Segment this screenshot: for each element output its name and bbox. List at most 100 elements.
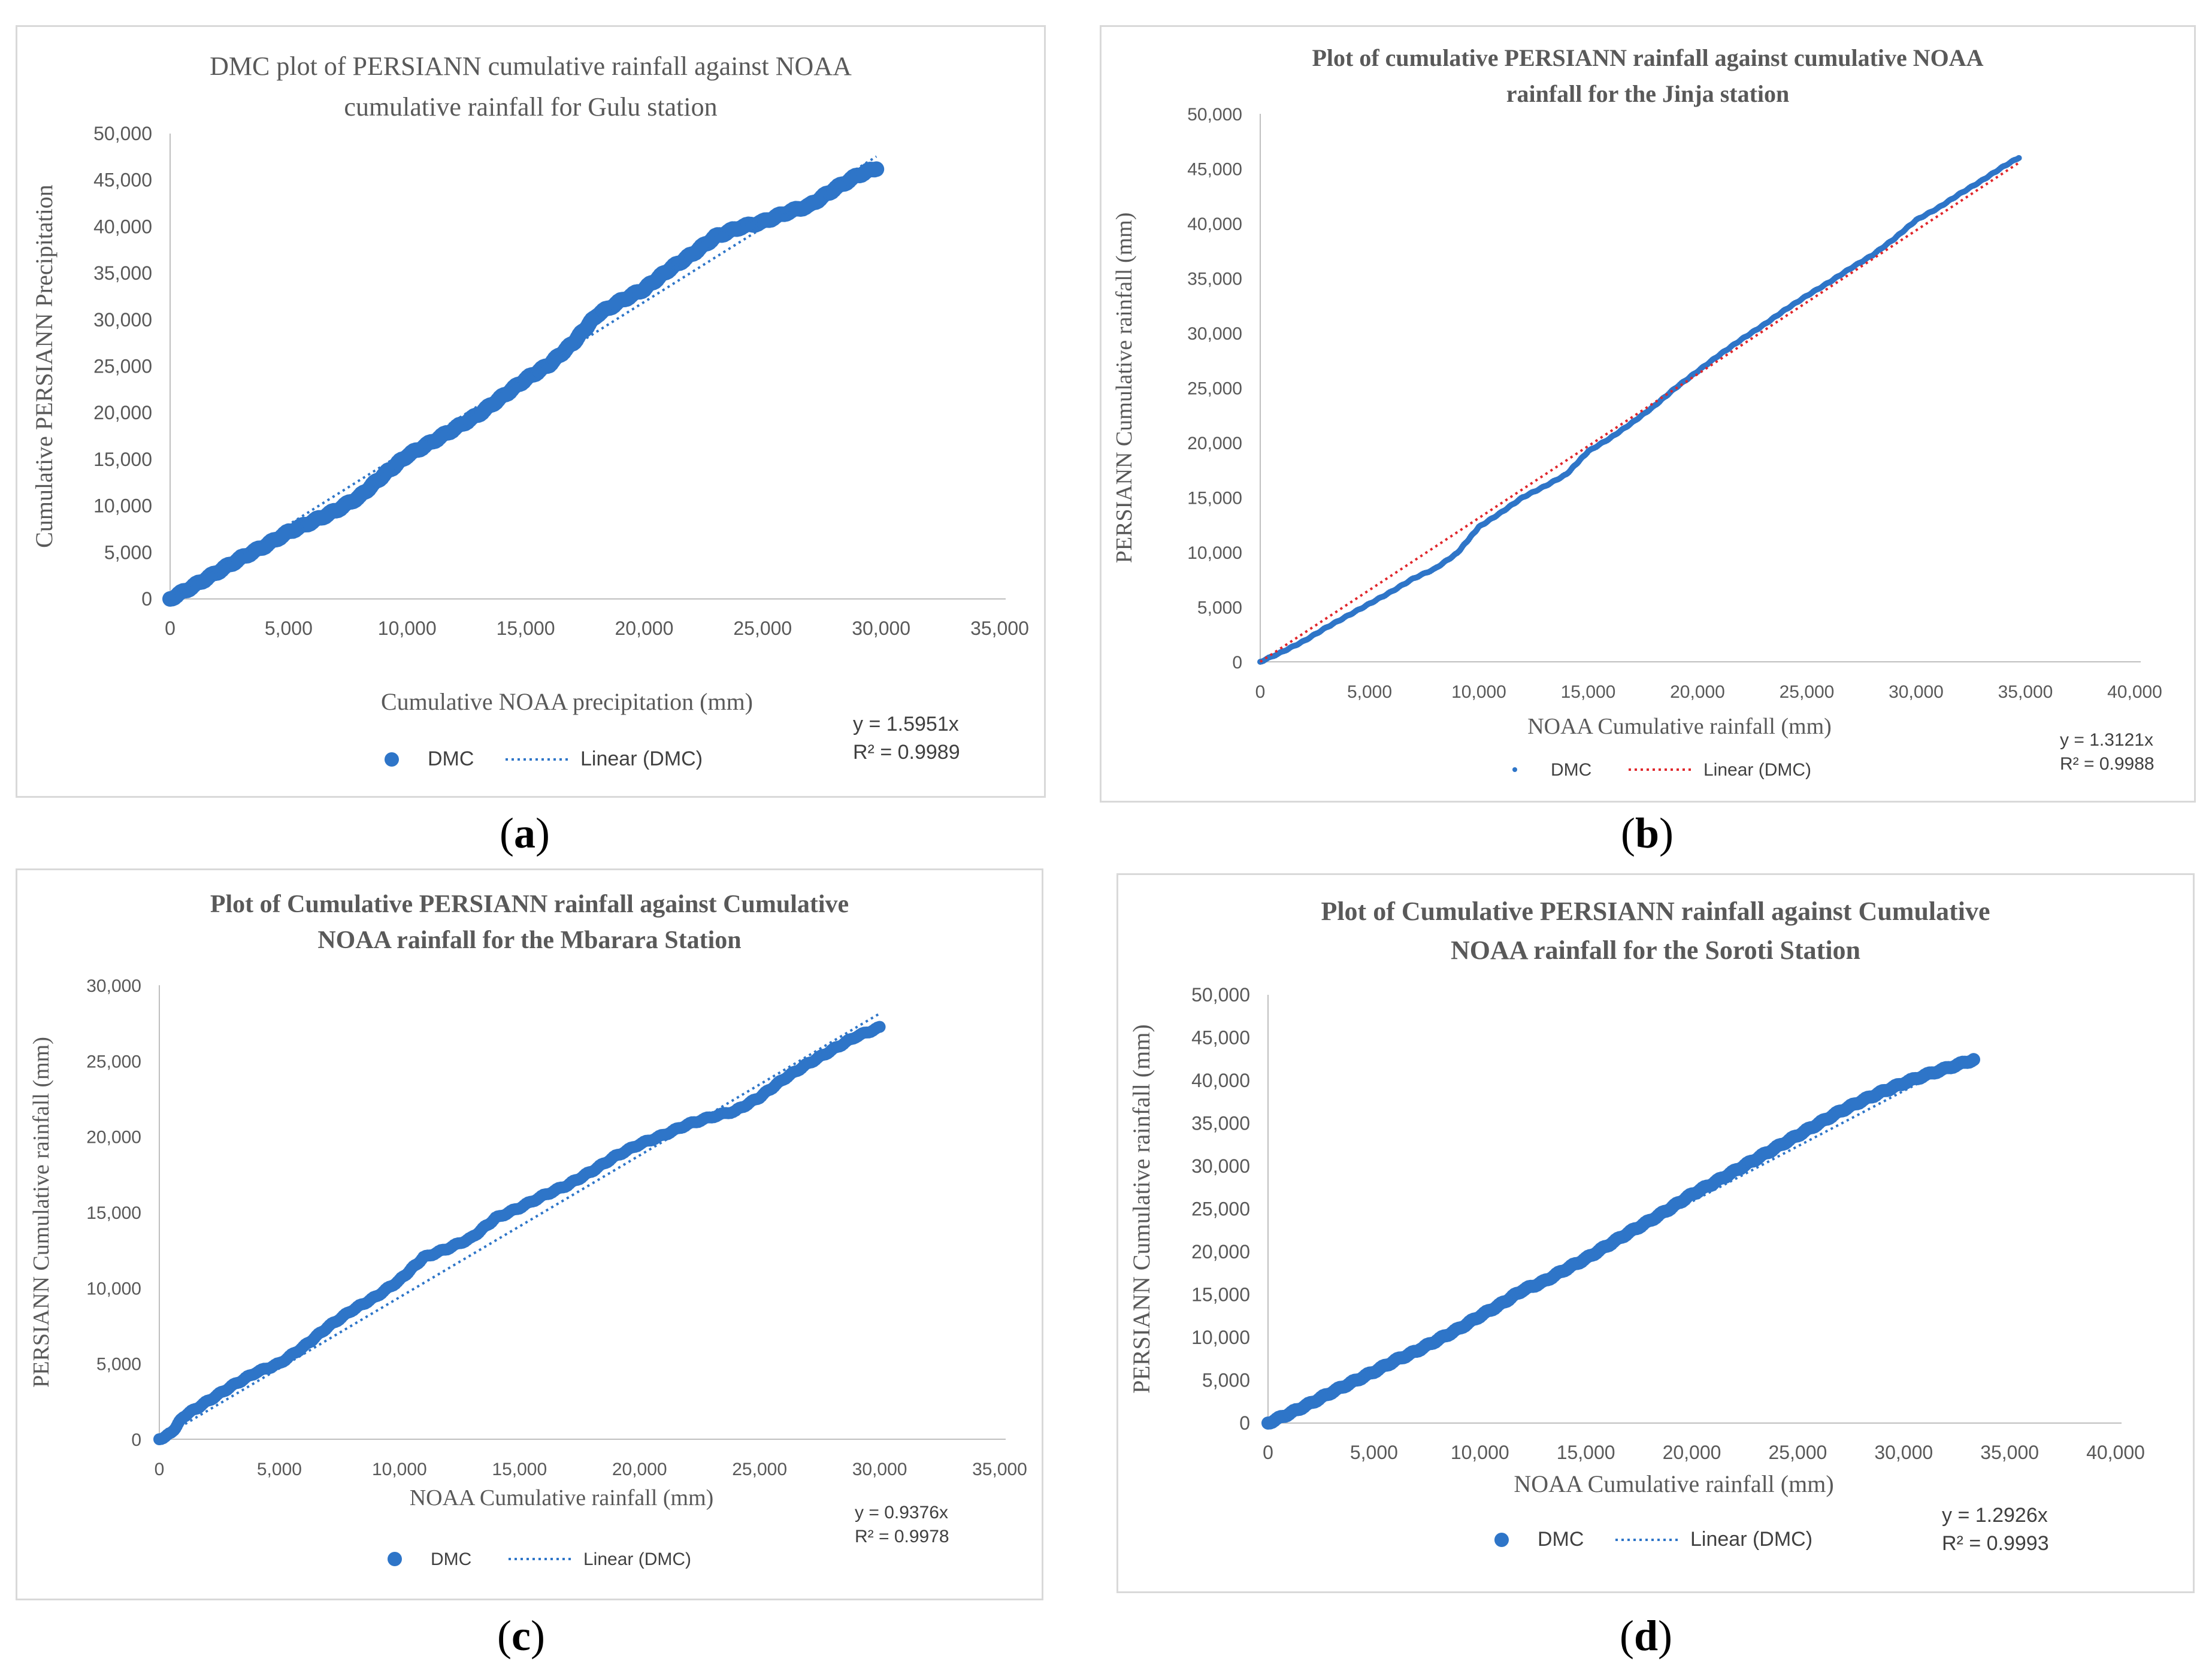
x-tick-label: 20,000 [1670,682,1725,702]
trendline [1267,1053,1974,1424]
x-tick-label: 10,000 [378,617,437,639]
x-tick-label: 0 [1255,682,1266,702]
y-tick-label: 50,000 [1187,105,1242,125]
data-point [869,161,885,177]
trendline [158,1012,880,1440]
y-tick-label: 45,000 [93,169,152,191]
y-tick-label: 30,000 [1191,1155,1250,1177]
chart-title-line: Plot of Cumulative PERSIANN rainfall aga… [1321,897,1990,926]
data-point [873,1021,886,1033]
y-tick-label: 40,000 [1191,1070,1250,1091]
y-tick-label: 35,000 [93,262,152,284]
chart-title-line: rainfall for the Jinja station [1506,80,1790,107]
chart-title-line: DMC plot of PERSIANN cumulative rainfall… [210,52,852,81]
chart-title-line: Plot of cumulative PERSIANN rainfall aga… [1312,44,1983,71]
x-tick-label: 15,000 [1557,1442,1615,1463]
chart-panel-a: DMC plot of PERSIANN cumulative rainfall… [16,25,1046,798]
y-tick-label: 45,000 [1187,160,1242,180]
x-tick-label: 25,000 [732,1460,787,1479]
x-tick-label: 10,000 [1451,1442,1509,1463]
y-tick-label: 0 [1232,653,1242,673]
y-tick-label: 20,000 [86,1128,141,1148]
chart-panel-d: Plot of Cumulative PERSIANN rainfall aga… [1116,873,2195,1593]
x-tick-label: 20,000 [612,1460,667,1479]
y-tick-label: 50,000 [1191,984,1250,1006]
x-tick-label: 15,000 [492,1460,547,1479]
x-tick-label: 10,000 [1451,682,1506,702]
y-tick-label: 5,000 [1197,598,1242,618]
legend-label-linear: Linear (DMC) [1703,760,1811,780]
y-tick-label: 15,000 [93,449,152,470]
x-tick-label: 30,000 [1874,1442,1933,1463]
x-tick-label: 35,000 [1998,682,2053,702]
x-tick-label: 25,000 [1780,682,1835,702]
y-tick-label: 0 [1239,1412,1250,1434]
y-tick-label: 10,000 [1191,1327,1250,1348]
chart-panel-c: Plot of Cumulative PERSIANN rainfall aga… [16,868,1043,1600]
y-tick-label: 40,000 [1187,214,1242,234]
chart-c-svg: Plot of Cumulative PERSIANN rainfall aga… [29,891,1027,1569]
x-tick-label: 5,000 [257,1460,302,1479]
x-tick-label: 0 [165,617,175,639]
x-tick-label: 5,000 [265,617,313,639]
trend-r2: R² = 0.9989 [853,741,960,764]
legend-label-dmc: DMC [1551,760,1591,780]
y-axis-label: PERSIANN Cumulative rainfall (mm) [29,1037,54,1388]
y-tick-label: 25,000 [1187,379,1242,399]
y-tick-label: 40,000 [93,216,152,237]
x-tick-label: 30,000 [1889,682,1944,702]
y-tick-label: 15,000 [86,1203,141,1223]
legend-marker-dmc [1494,1533,1509,1547]
x-axis-label: NOAA Cumulative rainfall (mm) [1514,1470,1833,1497]
caption-d: (d) [1619,1612,1672,1660]
legend-label-dmc: DMC [1538,1528,1584,1551]
y-tick-label: 30,000 [86,976,141,996]
y-tick-label: 5,000 [1202,1370,1250,1391]
chart-title-line: NOAA rainfall for the Soroti Station [1451,936,1860,965]
y-tick-label: 35,000 [1187,270,1242,289]
data-point [2016,155,2022,161]
y-tick-label: 5,000 [104,541,152,563]
y-tick-label: 5,000 [96,1355,141,1375]
chart-d-svg: Plot of Cumulative PERSIANN rainfall aga… [1128,897,2145,1555]
x-tick-label: 0 [1263,1442,1273,1463]
chart-a-svg: DMC plot of PERSIANN cumulative rainfall… [31,52,1029,770]
chart-b-svg: Plot of cumulative PERSIANN rainfall aga… [1112,44,2162,780]
chart-title-line: cumulative rainfall for Gulu station [344,92,717,122]
y-tick-label: 10,000 [1187,543,1242,563]
x-axis-label: NOAA Cumulative rainfall (mm) [410,1485,714,1511]
x-tick-label: 35,000 [970,617,1029,639]
caption-a: (a) [500,809,550,857]
y-tick-label: 15,000 [1187,489,1242,508]
legend-marker-dmc [385,752,399,767]
x-tick-label: 20,000 [1663,1442,1721,1463]
x-tick-label: 25,000 [733,617,792,639]
trend-equation: y = 1.2926x [1942,1504,2048,1527]
x-tick-label: 30,000 [852,1460,907,1479]
y-tick-label: 0 [131,1430,141,1450]
y-tick-label: 15,000 [1191,1284,1250,1306]
x-tick-label: 5,000 [1350,1442,1398,1463]
x-tick-label: 15,000 [497,617,555,639]
legend-label-dmc: DMC [431,1549,471,1569]
y-tick-label: 10,000 [86,1279,141,1298]
x-tick-label: 10,000 [372,1460,427,1479]
x-tick-label: 5,000 [1347,682,1392,702]
y-tick-label: 20,000 [1187,434,1242,453]
caption-b: (b) [1620,809,1674,857]
y-tick-label: 50,000 [93,123,152,144]
y-axis-label: Cumulative PERSIANN Precipitation [31,184,58,548]
trend-equation: y = 1.3121x [2060,730,2153,750]
x-tick-label: 20,000 [615,617,673,639]
y-tick-label: 25,000 [1191,1198,1250,1220]
y-tick-label: 10,000 [93,495,152,517]
legend-label-linear: Linear (DMC) [580,747,703,770]
x-tick-label: 40,000 [2107,682,2162,702]
x-tick-label: 35,000 [1980,1442,2039,1463]
x-tick-label: 25,000 [1768,1442,1827,1463]
data-point [1966,1053,1980,1067]
x-tick-label: 35,000 [972,1460,1027,1479]
chart-panel-b: Plot of cumulative PERSIANN rainfall aga… [1100,25,2196,803]
y-tick-label: 30,000 [93,309,152,331]
y-axis-label: PERSIANN Cumulative rainfall (mm) [1112,213,1137,564]
